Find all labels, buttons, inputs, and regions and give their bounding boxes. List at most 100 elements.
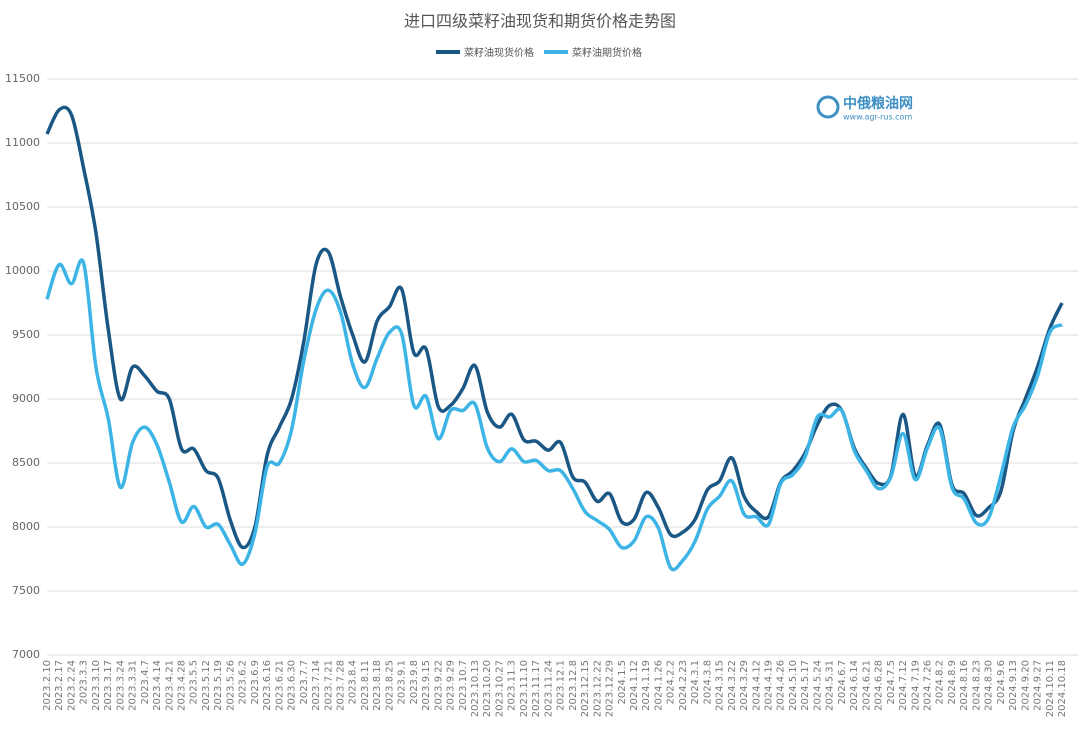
y-tick-label: 8500: [12, 456, 40, 469]
y-tick-label: 8000: [12, 520, 40, 533]
y-tick-label: 9000: [12, 392, 40, 405]
x-tick-label: 2023.11.10: [519, 660, 530, 717]
x-tick-label: 2023.6.9: [250, 660, 261, 705]
x-tick-label: 2023.9.29: [446, 660, 457, 711]
x-tick-label: 2023.11.17: [531, 660, 542, 717]
legend-label: 菜籽油期货价格: [572, 46, 642, 59]
x-tick-label: 2023.10.20: [482, 660, 493, 717]
x-tick-label: 2023.8.25: [384, 660, 395, 711]
x-tick-label: 2024.4.12: [751, 660, 762, 711]
line-series: [45, 258, 1063, 572]
watermark-url: www.agr-rus.com: [843, 113, 912, 122]
x-tick-label: 2023.3.24: [115, 660, 126, 711]
x-tick-label: 2023.9.8: [409, 660, 420, 705]
x-tick-label: 2024.2.23: [678, 660, 689, 711]
x-tick-label: 2023.3.10: [91, 660, 102, 711]
x-tick-label: 2024.1.12: [629, 660, 640, 711]
x-tick-label: 2024.8.16: [959, 660, 970, 711]
watermark: 中俄粮油网 www.agr-rus.com: [816, 95, 913, 122]
x-tick-label: 2023.10.27: [494, 660, 505, 717]
x-tick-label: 2023.3.31: [128, 660, 139, 711]
x-tick-label: 2024.7.5: [886, 660, 897, 705]
x-tick-label: 2023.7.28: [335, 660, 346, 711]
x-tick-label: 2023.3.3: [79, 660, 90, 705]
watermark-name: 中俄粮油网: [843, 95, 913, 112]
x-tick-label: 2023.10.7: [458, 660, 469, 711]
x-tick-label: 2023.12.15: [580, 660, 591, 717]
x-tick-label: 2023.8.18: [372, 660, 383, 711]
x-tick-label: 2024.8.23: [971, 660, 982, 711]
x-tick-label: 2024.6.7: [837, 660, 848, 705]
x-tick-label: 2023.2.24: [66, 660, 77, 711]
x-tick-label: 2024.6.28: [874, 660, 885, 711]
x-tick-label: 2024.10.11: [1045, 660, 1056, 717]
x-tick-label: 2024.9.20: [1020, 660, 1031, 711]
x-tick-label: 2023.11.24: [543, 660, 554, 717]
x-tick-label: 2023.8.11: [360, 660, 371, 711]
x-tick-label: 2023.5.12: [201, 660, 212, 711]
x-tick-label: 2023.10.13: [470, 660, 481, 717]
x-tick-label: 2024.8.2: [935, 660, 946, 705]
x-tick-label: 2023.5.5: [189, 660, 200, 705]
x-tick-label: 2023.6.30: [287, 660, 298, 711]
x-tick-label: 2024.3.15: [715, 660, 726, 711]
y-tick-label: 7000: [12, 648, 40, 661]
x-tick-label: 2023.6.21: [274, 660, 285, 711]
x-tick-label: 2023.4.7: [140, 660, 151, 705]
chart-title: 进口四级菜籽油现货和期货价格走势图: [404, 12, 676, 31]
x-tick-label: 2023.7.7: [299, 660, 310, 705]
x-tick-label: 2023.11.3: [507, 660, 518, 711]
x-tick-label: 2024.1.26: [653, 660, 664, 711]
x-tick-label: 2023.9.22: [433, 660, 444, 711]
x-tick-label: 2023.12.29: [605, 660, 616, 717]
x-tick-label: 2023.12.8: [568, 660, 579, 711]
x-tick-label: 2024.7.19: [910, 660, 921, 711]
legend-label: 菜籽油现货价格: [464, 46, 534, 59]
x-tick-label: 2023.12.22: [592, 660, 603, 717]
x-tick-label: 2024.1.19: [641, 660, 652, 711]
x-tick-label: 2023.5.26: [225, 660, 236, 711]
x-tick-label: 2024.7.26: [922, 660, 933, 711]
y-tick-label: 11500: [5, 72, 40, 85]
x-tick-label: 2023.9.15: [421, 660, 432, 711]
x-tick-label: 2024.3.29: [739, 660, 750, 711]
x-tick-label: 2023.2.10: [42, 660, 53, 711]
x-tick-label: 2024.2.2: [666, 660, 677, 705]
x-tick-label: 2024.6.14: [849, 660, 860, 711]
x-tick-label: 2023.9.1: [397, 660, 408, 705]
x-tick-label: 2024.10.18: [1057, 660, 1068, 717]
watermark-logo: [816, 95, 840, 119]
x-tick-label: 2024.8.9: [947, 660, 958, 705]
legend: 菜籽油现货价格 菜籽油期货价格: [436, 46, 642, 59]
x-tick-label: 2024.9.6: [996, 660, 1007, 705]
x-tick-label: 2023.4.28: [177, 660, 188, 711]
x-tick-label: 2023.12.1: [556, 660, 567, 711]
x-tick-label: 2024.4.19: [764, 660, 775, 711]
x-tick-label: 2023.4.14: [152, 660, 163, 711]
x-tick-label: 2023.6.16: [262, 660, 273, 711]
x-tick-label: 2024.3.8: [702, 660, 713, 705]
x-tick-label: 2023.6.2: [238, 660, 249, 705]
y-tick-label: 7500: [12, 584, 40, 597]
x-tick-label: 2023.3.17: [103, 660, 114, 711]
x-tick-label: 2024.5.31: [825, 660, 836, 711]
x-tick-label: 2024.5.17: [800, 660, 811, 711]
y-tick-label: 9500: [12, 328, 40, 341]
x-tick-label: 2023.8.4: [348, 660, 359, 705]
x-tick-label: 2024.5.10: [788, 660, 799, 711]
x-tick-label: 2024.8.30: [984, 660, 995, 711]
x-tick-label: 2024.6.21: [861, 660, 872, 711]
x-tick-label: 2024.9.27: [1033, 660, 1044, 711]
x-tick-label: 2024.7.12: [898, 660, 909, 711]
x-tick-label: 2023.7.21: [323, 660, 334, 711]
x-tick-label: 2023.4.21: [164, 660, 175, 711]
x-tick-label: 2024.4.26: [776, 660, 787, 711]
x-tick-label: 2023.2.17: [54, 660, 65, 711]
y-tick-label: 11000: [5, 136, 40, 149]
x-tick-label: 2024.9.13: [1008, 660, 1019, 711]
x-tick-label: 2024.3.22: [727, 660, 738, 711]
x-tick-label: 2023.7.14: [311, 660, 322, 711]
x-tick-label: 2024.3.1: [690, 660, 701, 705]
